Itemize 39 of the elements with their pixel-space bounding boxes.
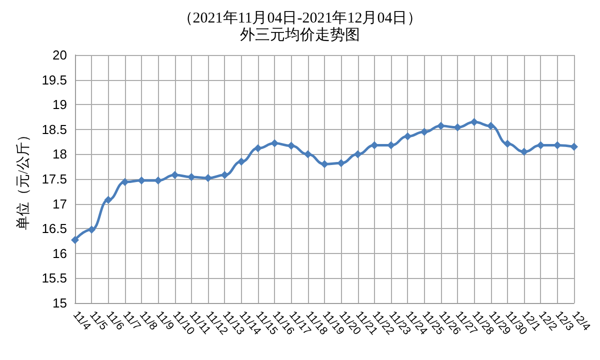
y-tick-label: 19 (52, 97, 67, 112)
y-tick-label: 18.5 (42, 122, 67, 137)
chart-title: （2021年11月04日-2021年12月04日） (178, 10, 422, 26)
y-tick-label: 18 (52, 146, 67, 162)
point (104, 196, 112, 204)
y-tick-label: 19.5 (42, 72, 67, 88)
point (470, 118, 478, 126)
point (270, 139, 279, 148)
point (387, 141, 396, 150)
y-tick-label: 17 (52, 196, 67, 212)
y-tick-label: 15 (52, 296, 67, 310)
point (170, 171, 179, 180)
point (88, 226, 96, 234)
y-tick-label: 16 (52, 246, 67, 261)
point (520, 148, 528, 156)
point (570, 142, 578, 151)
point (404, 132, 412, 140)
point (220, 171, 229, 180)
point (420, 128, 428, 136)
chart-subtitle: 外三元均价走势图 (240, 26, 360, 44)
point (337, 159, 346, 168)
point (71, 236, 79, 244)
point (120, 178, 129, 186)
point (503, 140, 512, 148)
y-tick-label: 20 (52, 48, 67, 62)
point (436, 122, 445, 130)
point (354, 150, 362, 158)
y-tick-label: 15.5 (42, 270, 67, 286)
point (237, 158, 246, 166)
point (320, 160, 328, 168)
y-tick-label: 16.5 (42, 221, 67, 236)
point (304, 150, 312, 158)
y-axis-title: 单位（元/公斤） (15, 128, 32, 230)
point (254, 144, 262, 152)
y-tick-label: 17.5 (42, 172, 67, 186)
point (154, 176, 162, 184)
point (454, 123, 462, 132)
point (287, 142, 296, 150)
point (370, 141, 378, 150)
